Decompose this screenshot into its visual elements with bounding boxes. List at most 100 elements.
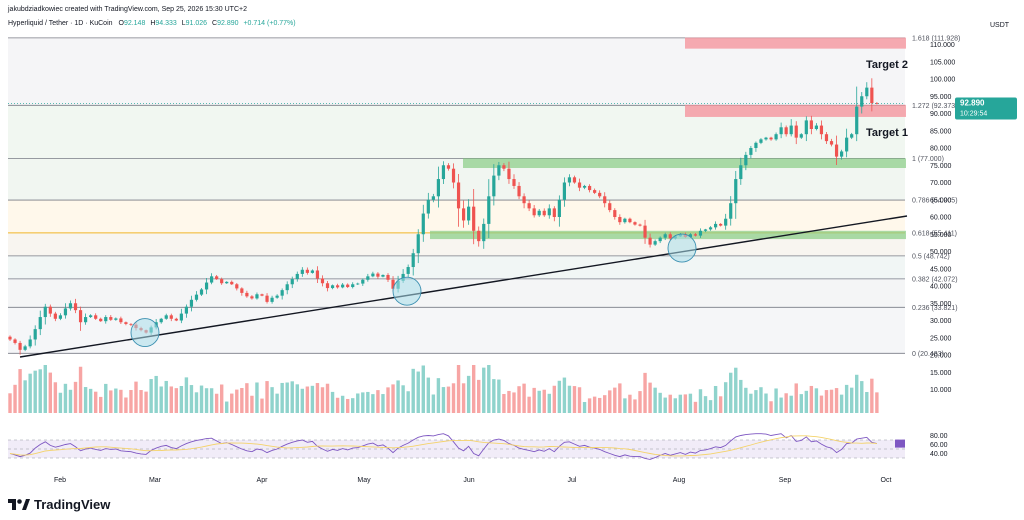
volume-bar [572, 386, 577, 413]
candle-body [285, 284, 289, 291]
volume-bar [219, 384, 224, 413]
volume-bar [275, 393, 279, 413]
price-tick-label: 65.000 [930, 197, 952, 204]
candle-body [714, 223, 718, 228]
attribution-text: jakubdziadkowiec created with TradingVie… [7, 6, 247, 13]
month-tick-label: Mar [149, 477, 162, 484]
volume-bar [431, 394, 436, 413]
volume-bar [421, 365, 425, 413]
candle-body [708, 227, 713, 230]
candle-body [855, 106, 859, 135]
candle-body [840, 151, 844, 157]
volume-bar [663, 397, 667, 413]
candle-body [179, 313, 183, 321]
volume-bar [8, 393, 12, 413]
candle-body [527, 203, 531, 209]
volume-bar [789, 395, 793, 413]
price-zones [430, 37, 906, 240]
volume-bar [371, 394, 375, 413]
volume-bar [804, 390, 809, 413]
candle-body [245, 292, 249, 297]
volume-bar [708, 400, 713, 413]
candle-body [562, 182, 566, 200]
volume-bar [860, 381, 864, 413]
price-tick-label: 25.000 [930, 335, 952, 342]
candle-body [688, 234, 692, 238]
volume-bar [759, 387, 763, 413]
volume-bar [411, 368, 415, 413]
rsi-tick-label: 80.00 [930, 433, 948, 440]
volume-bar [865, 392, 869, 413]
candle-body [58, 315, 62, 319]
candle-body [23, 346, 27, 350]
trendline-layer[interactable] [19, 215, 908, 358]
candle-body [456, 182, 461, 209]
candle-body [250, 296, 254, 299]
volume-bar [270, 387, 274, 413]
volume-bar [744, 387, 748, 413]
rsi-tick-label: 40.00 [930, 451, 948, 458]
fib-label: 0.5 (48.742) [912, 253, 950, 260]
volume-bar [779, 397, 783, 413]
volume-bar [366, 391, 370, 413]
fib-band [8, 200, 905, 233]
volume-bar [48, 372, 53, 413]
symbol-legend: Hyperliquid / Tether · 1D · KuCoin O92.1… [8, 20, 296, 27]
resistance-zone [685, 104, 906, 117]
candle-body [114, 318, 118, 320]
high-value: 94.333 [155, 20, 177, 27]
candles[interactable] [8, 78, 879, 355]
volume-bar [401, 385, 405, 413]
volume-bar [310, 385, 315, 413]
volume-bar [124, 397, 128, 413]
candle-body [416, 234, 420, 254]
volume-bar [340, 395, 345, 413]
volume-bar [477, 379, 481, 413]
candle-body [174, 318, 178, 321]
candle-body [330, 285, 335, 289]
price-tick-label: 100.000 [930, 77, 955, 84]
candle-body [220, 279, 224, 284]
candle-body [310, 270, 314, 273]
candle-body [451, 168, 456, 183]
candle-body [598, 192, 602, 197]
tradingview-logo-icon [8, 499, 30, 510]
candle-body [693, 234, 698, 236]
volume-bar [416, 371, 420, 413]
time-axis[interactable]: Feb Mar Apr May Jun Jul Aug Sep Oct [54, 477, 892, 484]
volume-bar [179, 386, 184, 413]
price-axis[interactable]: 110.000 105.000 100.000 95.000 90.000 85.000 8… [8, 42, 955, 394]
volume-bar [668, 394, 672, 413]
volume-bar [260, 398, 264, 413]
price-tag: 92.890 10:29:54 [955, 97, 1017, 120]
volume-bar [446, 386, 451, 413]
candle-body [129, 323, 133, 325]
volume-bar [844, 384, 849, 413]
volume-bar [225, 401, 229, 413]
candle-body [467, 206, 471, 221]
fib-label: 1 (77.000) [912, 156, 944, 163]
volume-bar [18, 369, 22, 413]
rsi-pane[interactable]: 80.00 60.00 40.00 [8, 433, 948, 460]
volume-bar [88, 388, 93, 413]
candle-body [225, 281, 229, 284]
volume-bar [658, 392, 662, 413]
volume-bar [159, 386, 163, 413]
candle-body [73, 303, 78, 311]
volume-bar [174, 388, 179, 413]
fib-label: 1.618 (111.928) [912, 35, 960, 42]
fib-label: 1.272 (92.373) [912, 103, 958, 110]
volume-bar [99, 396, 103, 413]
candle-body [260, 294, 264, 296]
tradingview-logo-text: TradingView [34, 497, 111, 512]
candle-body [119, 318, 123, 323]
volume-bar [351, 398, 355, 413]
candle-body [441, 165, 446, 180]
price-tick-label: 95.000 [930, 94, 952, 101]
candle-body [18, 342, 22, 350]
volume-bar [592, 396, 597, 413]
candle-body [184, 306, 188, 314]
candle-body [744, 154, 748, 166]
volume-bar [406, 391, 410, 413]
